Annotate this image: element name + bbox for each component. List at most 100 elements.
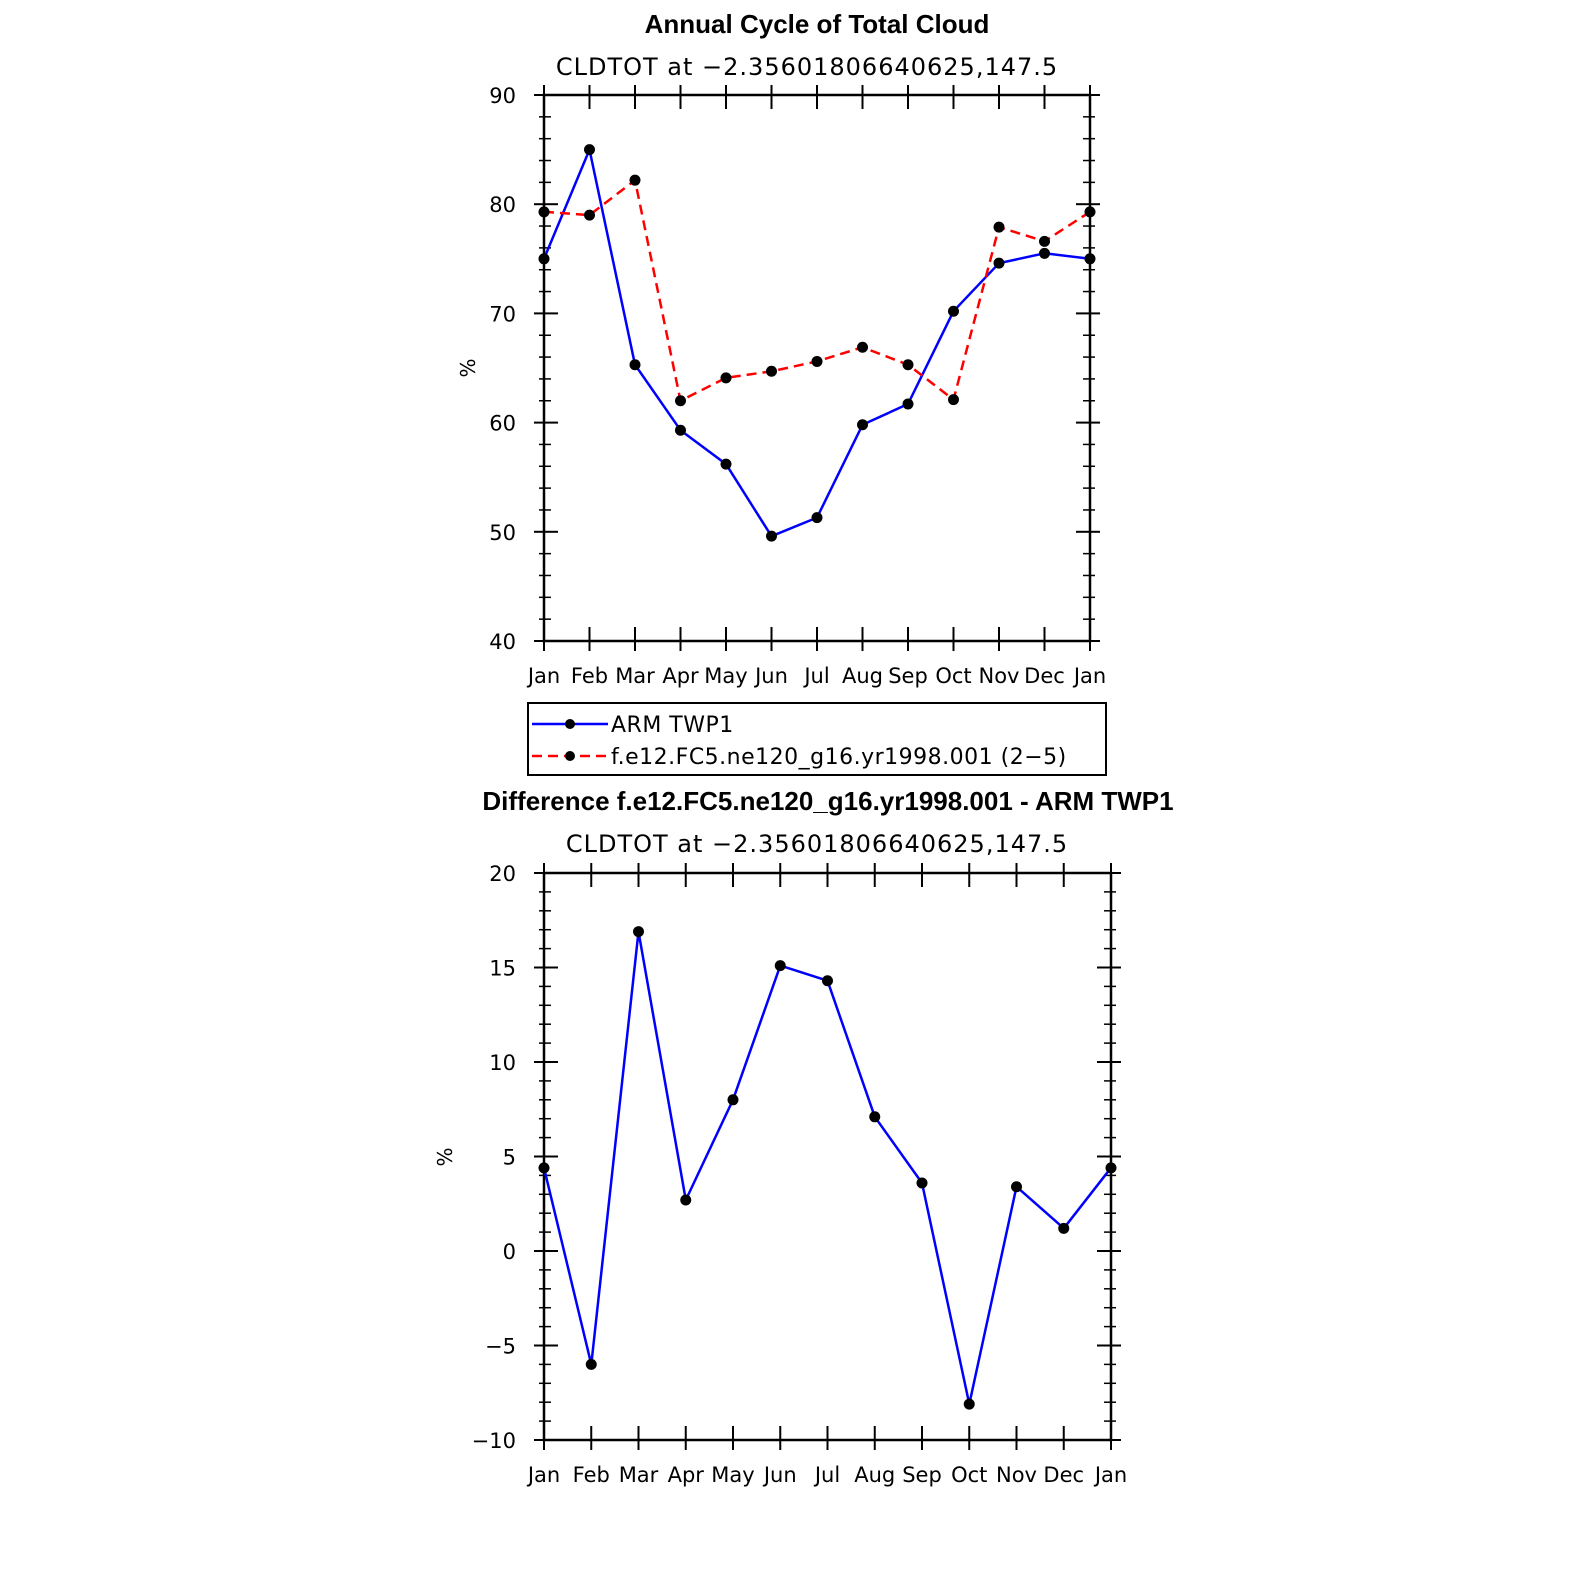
data-point-0 — [902, 398, 914, 410]
series-line-0 — [542, 930, 1112, 1406]
y-tick-label: 5 — [503, 1146, 516, 1170]
x-tick-label: May — [704, 664, 747, 688]
data-point-1 — [584, 209, 595, 221]
legend-marker-model — [565, 751, 575, 761]
data-point-1 — [857, 341, 868, 353]
data-point-1 — [629, 174, 641, 186]
chart2-plot-area: −10 −5 0 5 10 15 20 Jan Feb Mar Apr May Jun Jul Aug Sep… — [472, 862, 1128, 1487]
data-point-0 — [963, 1398, 975, 1410]
legend-label-model: f.e12.FC5.ne120_g16.yr1998.001 (2−5) — [611, 745, 1067, 770]
x-tick-label: Mar — [619, 1463, 659, 1487]
data-point-0 — [629, 359, 641, 371]
data-point-1 — [902, 359, 914, 371]
data-point-1 — [720, 372, 732, 384]
plot-frame — [542, 871, 1113, 1442]
series-line-1 — [543, 178, 1091, 403]
x-tick-label: Jan — [1093, 1463, 1127, 1487]
x-tick-label: Sep — [902, 1463, 942, 1487]
data-point-0 — [916, 1177, 928, 1189]
x-tick-label: Dec — [1024, 664, 1065, 688]
data-point-0 — [633, 926, 644, 938]
x-tick-label: Aug — [842, 664, 883, 688]
chart1-title: Annual Cycle of Total Cloud — [645, 9, 990, 39]
data-point-0 — [869, 1111, 881, 1123]
chart1-plot-area: 40 50 60 70 80 90 Jan Feb Mar Apr May Jun Jul Aug Sep O… — [489, 84, 1106, 688]
x-tick-label: Jun — [762, 1463, 797, 1487]
data-point-0 — [774, 960, 786, 972]
chart1-subtitle: CLDTOT at −2.35601806640625,147.5 — [556, 53, 1058, 81]
data-point-1 — [811, 355, 823, 367]
x-tick-label: Dec — [1043, 1463, 1084, 1487]
x-tick-label: Aug — [854, 1463, 895, 1487]
chart2-ylabel: % — [433, 1147, 457, 1166]
x-tick-label: Mar — [615, 664, 655, 688]
x-tick-label: Jan — [526, 664, 560, 688]
data-point-1 — [948, 394, 959, 406]
chart2-title: Difference f.e12.FC5.ne120_g16.yr1998.00… — [482, 786, 1173, 816]
data-point-0 — [1039, 247, 1050, 259]
series-line-0 — [542, 148, 1091, 538]
data-point-0 — [584, 144, 595, 156]
legend-entry-model: f.e12.FC5.ne120_g16.yr1998.001 (2−5) — [532, 745, 1067, 770]
chart-annual-cycle: Annual Cycle of Total Cloud CLDTOT at −2… — [456, 9, 1107, 776]
data-point-0 — [727, 1094, 739, 1106]
x-tick-label: Nov — [979, 664, 1020, 688]
legend-box — [527, 702, 1107, 776]
legend-marker-arm — [565, 719, 575, 729]
y-tick-label: 60 — [489, 412, 516, 436]
chart2-subtitle: CLDTOT at −2.35601806640625,147.5 — [566, 830, 1068, 858]
x-tick-label: May — [711, 1463, 754, 1487]
data-point-0 — [948, 305, 959, 317]
data-point-0 — [1011, 1181, 1022, 1193]
chart-difference: Difference f.e12.FC5.ne120_g16.yr1998.00… — [433, 786, 1174, 1487]
x-tick-label: Jul — [813, 1463, 840, 1487]
x-tick-label: Apr — [668, 1463, 705, 1487]
x-tick-label: Oct — [951, 1463, 987, 1487]
y-tick-label: 20 — [489, 862, 516, 886]
data-point-0 — [1105, 1162, 1117, 1174]
x-tick-label: Jul — [802, 664, 829, 688]
y-tick-label: 40 — [489, 630, 516, 654]
data-point-1 — [1084, 206, 1096, 218]
data-point-1 — [993, 221, 1005, 233]
data-point-1 — [538, 206, 550, 218]
y-tick-label: −10 — [472, 1429, 516, 1453]
x-tick-label: Nov — [996, 1463, 1037, 1487]
x-tick-label: Feb — [573, 1463, 610, 1487]
y-tick-label: −5 — [485, 1335, 516, 1359]
y-tick-label: 15 — [489, 957, 516, 981]
y-tick-label: 50 — [489, 521, 516, 545]
data-point-0 — [993, 257, 1005, 269]
y-tick-label: 70 — [489, 302, 516, 326]
data-point-0 — [766, 530, 777, 542]
x-tick-label: Jan — [526, 1463, 560, 1487]
plot-frame — [542, 93, 1092, 643]
x-tick-label: Feb — [571, 664, 608, 688]
chart1-legend: ARM TWP1 f.e12.FC5.ne120_g16.yr1998.001 … — [527, 702, 1107, 776]
data-point-0 — [538, 1162, 550, 1174]
y-tick-label: 10 — [489, 1051, 516, 1075]
chart1-ylabel: % — [456, 358, 480, 377]
data-point-0 — [720, 458, 732, 470]
x-tick-label: Apr — [662, 664, 699, 688]
y-tick-label: 90 — [489, 84, 516, 108]
data-point-0 — [675, 424, 686, 436]
y-tick-label: 80 — [489, 193, 516, 217]
legend-label-arm: ARM TWP1 — [611, 713, 734, 738]
data-point-1 — [1039, 235, 1050, 247]
data-point-0 — [857, 419, 868, 431]
data-point-0 — [538, 253, 550, 265]
data-point-0 — [585, 1358, 597, 1370]
x-tick-label: Jun — [753, 664, 788, 688]
data-point-0 — [680, 1194, 692, 1206]
x-tick-label: Oct — [935, 664, 971, 688]
data-point-0 — [1058, 1222, 1070, 1234]
y-tick-label: 0 — [503, 1240, 516, 1264]
x-tick-label: Sep — [888, 664, 928, 688]
data-point-1 — [766, 365, 777, 377]
x-tick-label: Jan — [1072, 664, 1106, 688]
data-point-0 — [1084, 253, 1096, 265]
data-point-1 — [675, 395, 686, 407]
data-point-0 — [811, 512, 823, 524]
